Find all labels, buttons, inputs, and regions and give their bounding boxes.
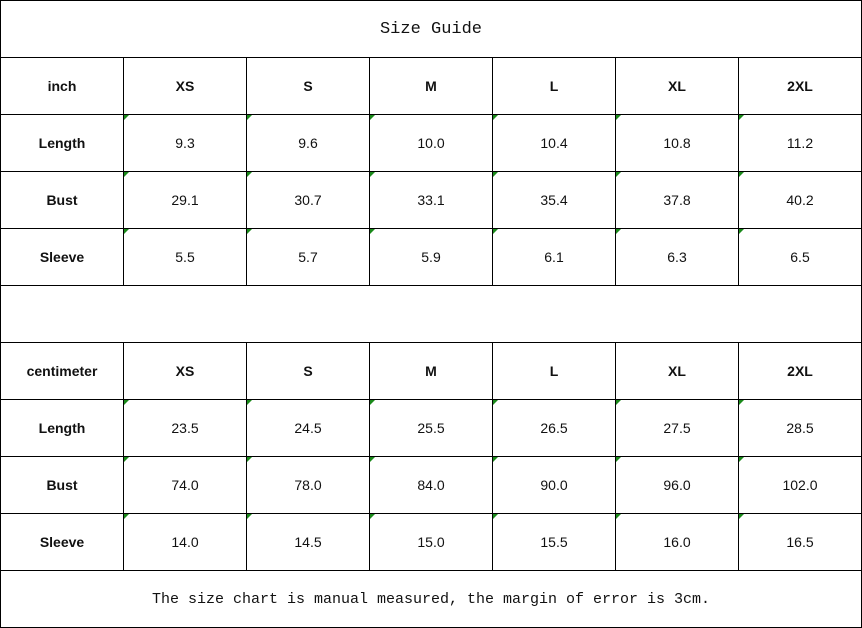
table-title: Size Guide — [0, 0, 862, 58]
measurement-value: 96.0 — [615, 456, 739, 514]
measurement-value: 40.2 — [738, 171, 862, 229]
measurement-value: 6.1 — [492, 228, 616, 286]
measurement-value: 35.4 — [492, 171, 616, 229]
measurement-label: Length — [0, 114, 124, 172]
size-header: XL — [615, 342, 739, 400]
measurement-value: 24.5 — [246, 399, 370, 457]
table-row: Length 23.5 24.5 25.5 26.5 27.5 28.5 — [0, 399, 862, 457]
measurement-value: 9.3 — [123, 114, 247, 172]
measurement-value: 37.8 — [615, 171, 739, 229]
measurement-value: 15.0 — [369, 513, 493, 571]
size-header: XL — [615, 57, 739, 115]
measurement-value: 33.1 — [369, 171, 493, 229]
measurement-value: 78.0 — [246, 456, 370, 514]
measurement-label: Bust — [0, 171, 124, 229]
measurement-value: 10.8 — [615, 114, 739, 172]
measurement-note: The size chart is manual measured, the m… — [0, 570, 862, 628]
header-row: inch XS S M L XL 2XL — [0, 57, 862, 115]
size-header: M — [369, 57, 493, 115]
size-header: S — [246, 57, 370, 115]
table-row: Sleeve 14.0 14.5 15.0 15.5 16.0 16.5 — [0, 513, 862, 571]
table-row: Bust 74.0 78.0 84.0 90.0 96.0 102.0 — [0, 456, 862, 514]
measurement-value: 30.7 — [246, 171, 370, 229]
measurement-value: 9.6 — [246, 114, 370, 172]
size-header: XS — [123, 57, 247, 115]
measurement-value: 29.1 — [123, 171, 247, 229]
measurement-value: 6.3 — [615, 228, 739, 286]
table-row: Bust 29.1 30.7 33.1 35.4 37.8 40.2 — [0, 171, 862, 229]
measurement-value: 102.0 — [738, 456, 862, 514]
measurement-value: 6.5 — [738, 228, 862, 286]
size-header: 2XL — [738, 57, 862, 115]
measurement-value: 16.0 — [615, 513, 739, 571]
size-header: S — [246, 342, 370, 400]
measurement-label: Sleeve — [0, 228, 124, 286]
measurement-label: Sleeve — [0, 513, 124, 571]
measurement-value: 27.5 — [615, 399, 739, 457]
size-header: L — [492, 342, 616, 400]
header-row: centimeter XS S M L XL 2XL — [0, 342, 862, 400]
table-row: Sleeve 5.5 5.7 5.9 6.1 6.3 6.5 — [0, 228, 862, 286]
measurement-value: 28.5 — [738, 399, 862, 457]
measurement-value: 25.5 — [369, 399, 493, 457]
unit-label: inch — [0, 57, 124, 115]
measurement-label: Bust — [0, 456, 124, 514]
measurement-value: 5.5 — [123, 228, 247, 286]
unit-label: centimeter — [0, 342, 124, 400]
size-header: L — [492, 57, 616, 115]
measurement-value: 5.7 — [246, 228, 370, 286]
measurement-label: Length — [0, 399, 124, 457]
measurement-value: 15.5 — [492, 513, 616, 571]
measurement-value: 10.0 — [369, 114, 493, 172]
note-row: The size chart is manual measured, the m… — [0, 570, 862, 628]
size-header: 2XL — [738, 342, 862, 400]
measurement-value: 10.4 — [492, 114, 616, 172]
size-header: XS — [123, 342, 247, 400]
size-header: M — [369, 342, 493, 400]
spacer-cell — [0, 285, 862, 343]
spacer-row — [0, 285, 862, 343]
measurement-value: 84.0 — [369, 456, 493, 514]
measurement-value: 26.5 — [492, 399, 616, 457]
measurement-value: 23.5 — [123, 399, 247, 457]
measurement-value: 5.9 — [369, 228, 493, 286]
measurement-value: 90.0 — [492, 456, 616, 514]
measurement-value: 11.2 — [738, 114, 862, 172]
table-row: Length 9.3 9.6 10.0 10.4 10.8 11.2 — [0, 114, 862, 172]
measurement-value: 14.0 — [123, 513, 247, 571]
measurement-value: 14.5 — [246, 513, 370, 571]
title-row: Size Guide — [0, 0, 862, 58]
measurement-value: 16.5 — [738, 513, 862, 571]
measurement-value: 74.0 — [123, 456, 247, 514]
